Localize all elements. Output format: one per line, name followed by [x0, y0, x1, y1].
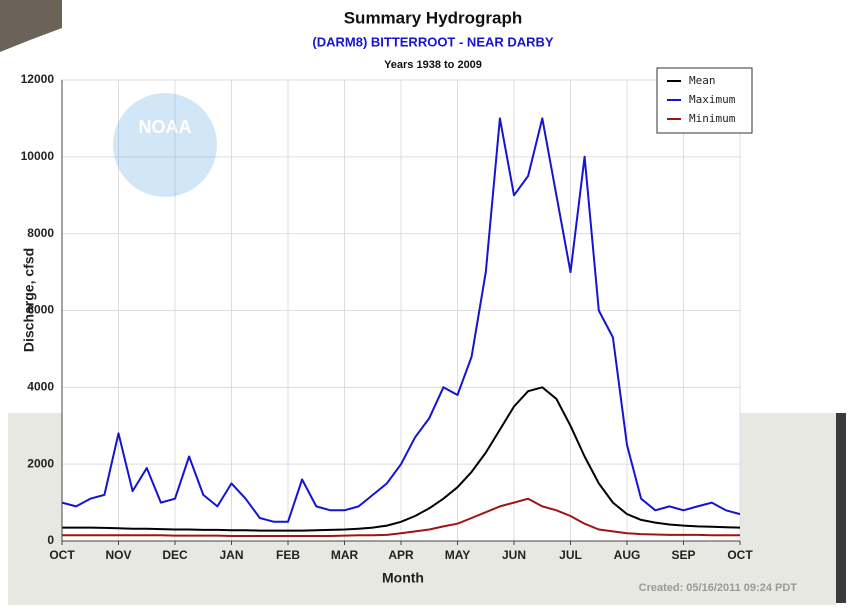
y-tick-label: 8000: [27, 226, 54, 240]
x-tick-label: DEC: [162, 548, 188, 562]
x-tick-label: AUG: [614, 548, 641, 562]
x-tick-label: NOV: [105, 548, 131, 562]
chart-period: Years 1938 to 2009: [384, 59, 482, 71]
x-tick-label: APR: [388, 548, 414, 562]
y-tick-label: 4000: [27, 380, 54, 394]
y-tick-label: 2000: [27, 456, 54, 470]
logo-circle: [113, 93, 217, 197]
legend-label: Minimum: [689, 112, 736, 125]
logo: NOAA: [113, 93, 217, 197]
x-tick-label: OCT: [49, 548, 75, 562]
legend-label: Maximum: [689, 93, 736, 106]
series-line: [62, 386, 741, 532]
y-axis-label: Discharge, cfsd: [21, 248, 37, 352]
series-line: [61, 117, 741, 523]
chart-title: Summary Hydrograph: [344, 8, 523, 27]
x-tick-label: SEP: [671, 548, 695, 562]
chart-subtitle: (DARM8) BITTERROOT - NEAR DARBY: [312, 34, 554, 49]
series-line: [62, 497, 740, 537]
y-tick-label: 0: [47, 533, 54, 547]
x-tick-label: MAR: [331, 548, 359, 562]
legend: Mean Maximum Minimum: [656, 67, 753, 134]
x-tick-label: JAN: [219, 548, 243, 562]
x-tick-label: MAY: [445, 548, 471, 562]
y-tick-label: 6000: [27, 303, 54, 317]
x-tick-label: OCT: [727, 548, 753, 562]
background-window: [0, 0, 62, 52]
x-tick-label: FEB: [276, 548, 300, 562]
x-tick-label: JUL: [559, 548, 582, 562]
y-tick-label: 12000: [21, 72, 55, 86]
y-tick-label: 10000: [21, 149, 55, 163]
scrollbar: [836, 413, 846, 603]
x-tick-label: JUN: [502, 548, 526, 562]
logo-text: NOAA: [139, 117, 192, 137]
x-axis-label: Month: [382, 570, 424, 586]
legend-label: Mean: [689, 74, 716, 87]
footnote: Created: 05/16/2011 09:24 PDT: [639, 582, 798, 594]
